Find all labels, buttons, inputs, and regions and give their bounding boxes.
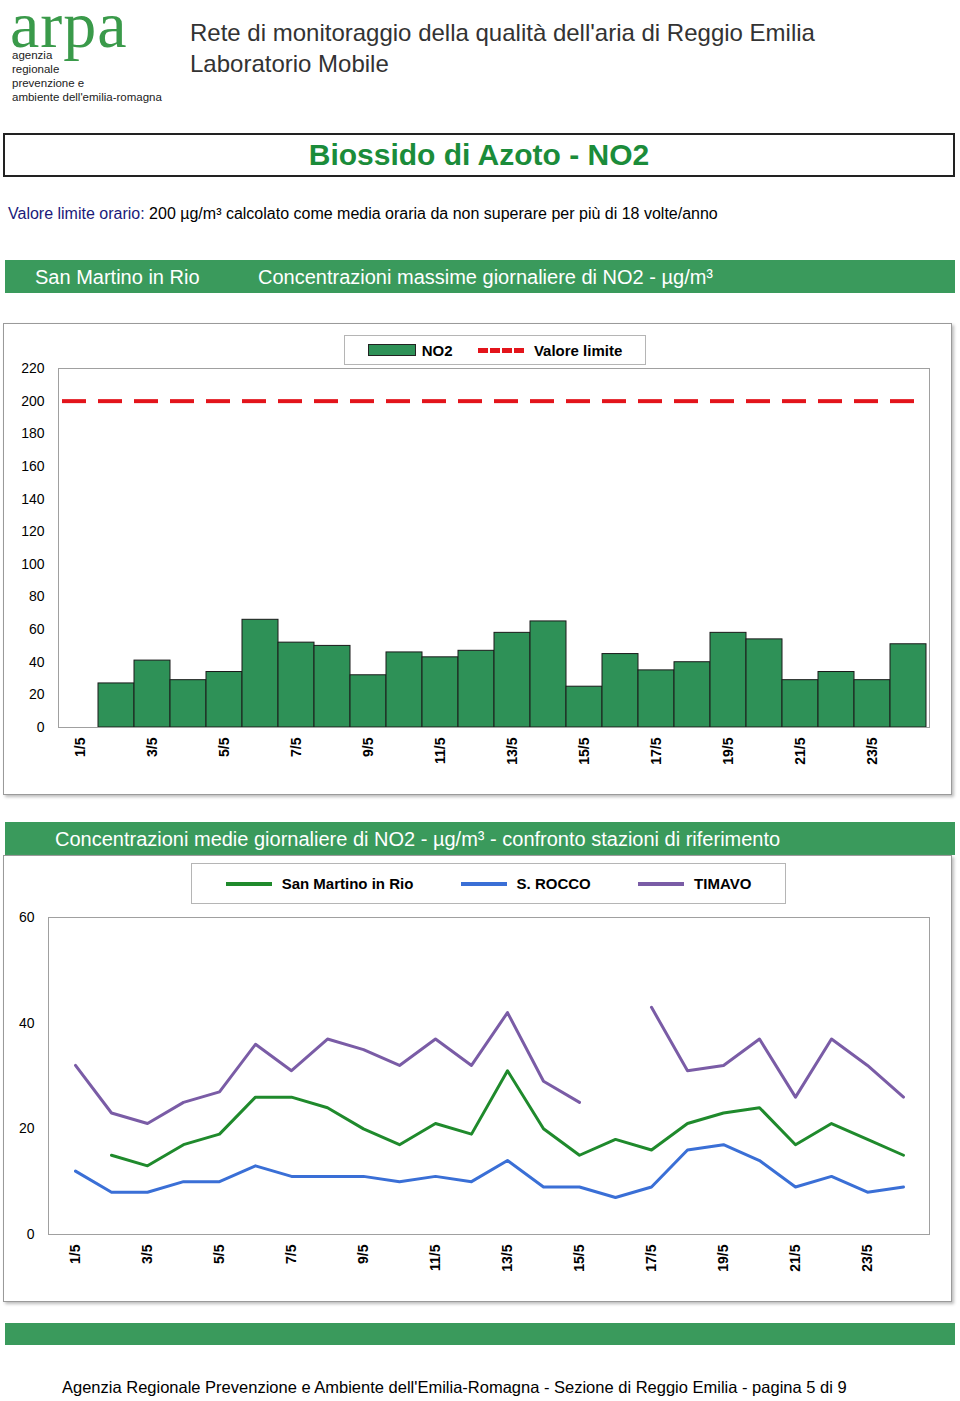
html-text:Valore limite orario: 200 µg/m: Valore limite orario: 200 µg/m³ calcolat… xyxy=(8,205,718,222)
svg-text:1/5: 1/5 xyxy=(72,737,88,757)
svg-text:0: 0 xyxy=(27,1226,35,1242)
svg-text:3/5: 3/5 xyxy=(139,1244,155,1264)
html-text:Agenzia Regionale Prevenzione: Agenzia Regionale Prevenzione e Ambiente… xyxy=(62,1378,847,1396)
html-text:Concentrazioni massime giornal: Concentrazioni massime giornaliere di NO… xyxy=(258,266,713,288)
svg-text:100: 100 xyxy=(21,556,45,572)
html-text:TIMAVO: TIMAVO xyxy=(694,875,752,892)
svg-text:23/5: 23/5 xyxy=(864,737,880,764)
svg-text:60: 60 xyxy=(29,621,45,637)
svg-text:0: 0 xyxy=(37,719,45,735)
svg-text:5/5: 5/5 xyxy=(211,1244,227,1264)
svg-text:17/5: 17/5 xyxy=(643,1244,659,1271)
svg-text:3/5: 3/5 xyxy=(144,737,160,757)
html-text:ambiente dell'emilia-romagna: ambiente dell'emilia-romagna xyxy=(12,91,162,103)
svg-text:15/5: 15/5 xyxy=(576,737,592,764)
html-text:San Martino in Rio: San Martino in Rio xyxy=(35,266,200,288)
svg-text:9/5: 9/5 xyxy=(360,737,376,757)
html-text:S. ROCCO: S. ROCCO xyxy=(516,875,591,892)
svg-text:20: 20 xyxy=(19,1120,35,1136)
svg-text:9/5: 9/5 xyxy=(355,1244,371,1264)
svg-text:23/5: 23/5 xyxy=(859,1244,875,1271)
svg-text:20: 20 xyxy=(29,686,45,702)
html-text:NO2: NO2 xyxy=(421,341,453,359)
html-text:Valore limite: Valore limite xyxy=(533,341,623,359)
svg-text:1/5: 1/5 xyxy=(67,1244,83,1264)
svg-text:13/5: 13/5 xyxy=(504,737,520,764)
svg-text:220: 220 xyxy=(21,360,45,376)
svg-text:15/5: 15/5 xyxy=(571,1244,587,1271)
html-text:regionale: regionale xyxy=(12,63,60,75)
html-text:Biossido di Azoto - NO2: Biossido di Azoto - NO2 xyxy=(308,138,650,171)
svg-text:160: 160 xyxy=(21,458,45,474)
html-text:prevenzione e: prevenzione e xyxy=(12,77,85,89)
svg-text:5/5: 5/5 xyxy=(216,737,232,757)
svg-text:13/5: 13/5 xyxy=(499,1244,515,1271)
svg-text:21/5: 21/5 xyxy=(792,737,808,764)
svg-text:40: 40 xyxy=(29,654,45,670)
svg-text:200: 200 xyxy=(21,393,45,409)
svg-text:140: 140 xyxy=(21,491,45,507)
svg-text:7/5: 7/5 xyxy=(283,1244,299,1264)
svg-text:60: 60 xyxy=(19,909,35,925)
svg-text:19/5: 19/5 xyxy=(715,1244,731,1271)
svg-text:11/5: 11/5 xyxy=(427,1244,443,1271)
svg-text:11/5: 11/5 xyxy=(432,737,448,764)
svg-text:180: 180 xyxy=(21,425,45,441)
svg-text:17/5: 17/5 xyxy=(648,737,664,764)
svg-text:40: 40 xyxy=(19,1015,35,1031)
html-text:San Martino in Rio: San Martino in Rio xyxy=(281,875,414,892)
html-text:Concentrazioni medie giornalie: Concentrazioni medie giornaliere di NO2 … xyxy=(55,828,781,850)
svg-text:120: 120 xyxy=(21,523,45,539)
html-text:Laboratorio Mobile: Laboratorio Mobile xyxy=(190,50,389,77)
svg-text:7/5: 7/5 xyxy=(288,737,304,757)
svg-text:21/5: 21/5 xyxy=(787,1244,803,1271)
svg-text:80: 80 xyxy=(29,588,45,604)
html-text:agenzia: agenzia xyxy=(12,49,53,61)
html-text:Rete di monitoraggio della qua: Rete di monitoraggio della qualità dell'… xyxy=(190,19,815,46)
svg-text:19/5: 19/5 xyxy=(720,737,736,764)
